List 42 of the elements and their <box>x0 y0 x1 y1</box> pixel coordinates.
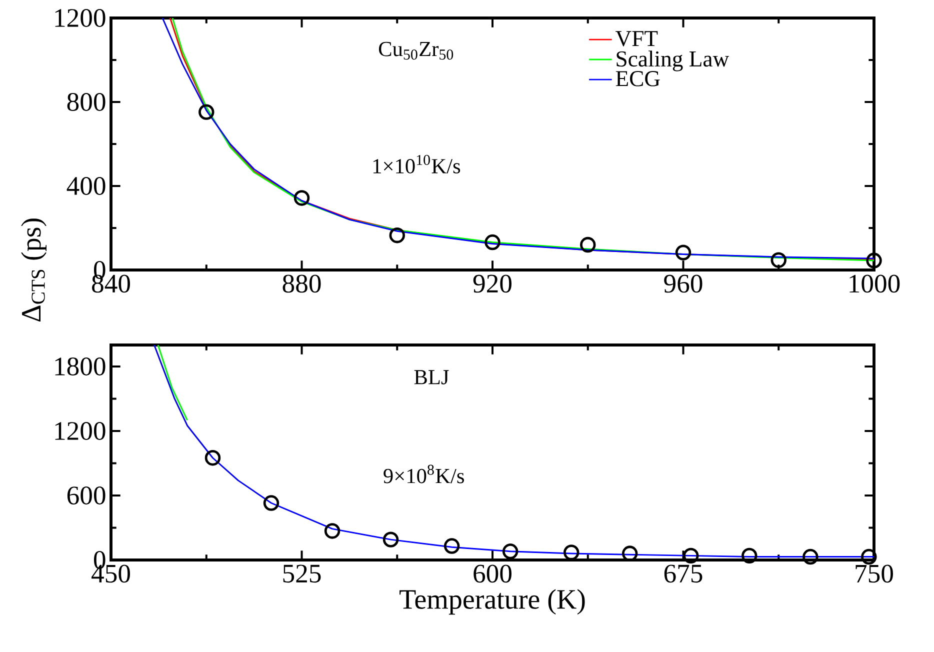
x-tick-label: 960 <box>664 274 702 293</box>
point <box>770 252 786 268</box>
x-tick-label: 880 <box>282 274 321 293</box>
legend-label: ECG <box>616 71 660 86</box>
point <box>563 544 580 560</box>
y-tick-label: 600 <box>67 486 106 504</box>
y-axis-title: Δ$_{CTS}$ (ps) <box>21 218 46 322</box>
point <box>861 548 877 565</box>
y-tick-label: 800 <box>67 92 106 111</box>
point <box>866 252 882 268</box>
point <box>389 227 405 244</box>
x-tick-label: 675 <box>664 564 702 583</box>
annotation: BLJ <box>414 370 449 384</box>
point <box>683 548 699 564</box>
x-tick-label: 600 <box>474 564 512 583</box>
point <box>742 548 758 564</box>
point <box>294 190 310 206</box>
point <box>382 532 399 548</box>
point <box>484 234 500 250</box>
annotation: 1×10$^{10}$K/s <box>373 154 460 174</box>
x-tick-label: 525 <box>283 564 321 583</box>
point <box>263 495 280 511</box>
legend-label: Scaling Law <box>616 50 730 72</box>
x-axis-title: Temperature (K) <box>400 589 585 615</box>
x-tick-label: 920 <box>473 274 512 293</box>
point <box>502 544 518 560</box>
point <box>204 450 221 466</box>
point <box>198 104 214 120</box>
annotation: Cu$_{50}$Zr$_{50}$ <box>378 42 454 60</box>
point <box>675 244 692 260</box>
point <box>802 548 818 565</box>
point <box>580 236 596 253</box>
legend-label: VFT <box>615 31 658 46</box>
point <box>324 523 340 539</box>
y-tick-label: 400 <box>66 176 106 195</box>
annotation: 9×10$^{8}$K/s <box>384 464 464 484</box>
point <box>444 538 460 554</box>
x-tick-label: 1000 <box>850 274 900 293</box>
y-tick-label: 1200 <box>55 8 106 27</box>
y-tick-label: 1800 <box>55 357 106 376</box>
y-tick-label: 1200 <box>55 422 106 440</box>
x-tick-label: 750 <box>856 564 893 583</box>
